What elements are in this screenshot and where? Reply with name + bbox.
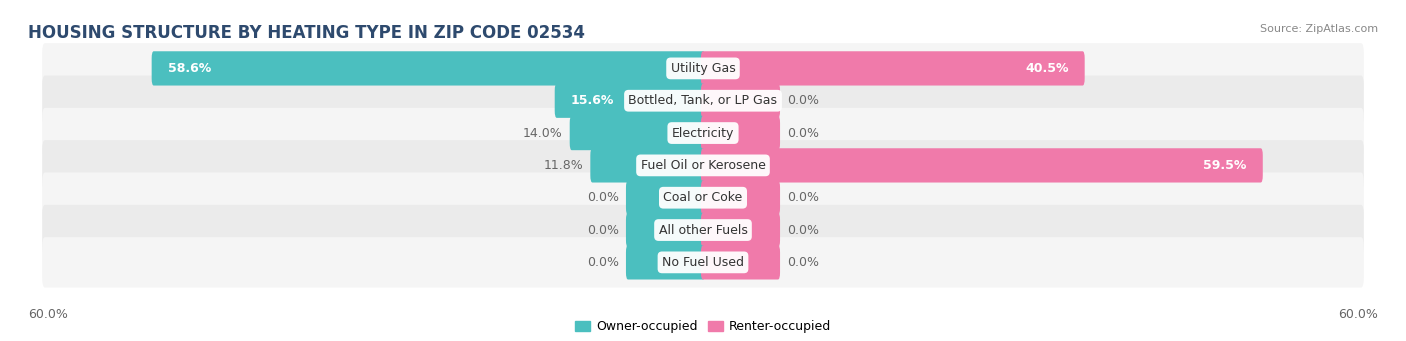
Text: Source: ZipAtlas.com: Source: ZipAtlas.com bbox=[1260, 24, 1378, 34]
FancyBboxPatch shape bbox=[555, 84, 704, 118]
Text: 14.0%: 14.0% bbox=[523, 127, 562, 139]
FancyBboxPatch shape bbox=[702, 181, 780, 215]
FancyBboxPatch shape bbox=[702, 116, 780, 150]
FancyBboxPatch shape bbox=[569, 116, 704, 150]
Text: Utility Gas: Utility Gas bbox=[671, 62, 735, 75]
FancyBboxPatch shape bbox=[626, 181, 704, 215]
Text: 0.0%: 0.0% bbox=[586, 224, 619, 237]
FancyBboxPatch shape bbox=[42, 75, 1364, 126]
Text: 0.0%: 0.0% bbox=[586, 191, 619, 204]
Text: 40.5%: 40.5% bbox=[1025, 62, 1069, 75]
FancyBboxPatch shape bbox=[626, 245, 704, 280]
Text: 58.6%: 58.6% bbox=[167, 62, 211, 75]
FancyBboxPatch shape bbox=[702, 213, 780, 247]
Legend: Owner-occupied, Renter-occupied: Owner-occupied, Renter-occupied bbox=[569, 315, 837, 338]
FancyBboxPatch shape bbox=[42, 173, 1364, 223]
Text: All other Fuels: All other Fuels bbox=[658, 224, 748, 237]
FancyBboxPatch shape bbox=[42, 205, 1364, 255]
FancyBboxPatch shape bbox=[42, 237, 1364, 287]
Text: Electricity: Electricity bbox=[672, 127, 734, 139]
FancyBboxPatch shape bbox=[591, 148, 704, 182]
Text: 59.5%: 59.5% bbox=[1204, 159, 1247, 172]
FancyBboxPatch shape bbox=[42, 43, 1364, 94]
Text: 60.0%: 60.0% bbox=[28, 308, 67, 321]
Text: Coal or Coke: Coal or Coke bbox=[664, 191, 742, 204]
Text: 0.0%: 0.0% bbox=[787, 191, 820, 204]
Text: 11.8%: 11.8% bbox=[543, 159, 583, 172]
FancyBboxPatch shape bbox=[702, 51, 1084, 86]
FancyBboxPatch shape bbox=[702, 148, 1263, 182]
FancyBboxPatch shape bbox=[626, 213, 704, 247]
Text: 15.6%: 15.6% bbox=[571, 94, 614, 107]
Text: Fuel Oil or Kerosene: Fuel Oil or Kerosene bbox=[641, 159, 765, 172]
Text: 0.0%: 0.0% bbox=[787, 127, 820, 139]
FancyBboxPatch shape bbox=[702, 245, 780, 280]
Text: No Fuel Used: No Fuel Used bbox=[662, 256, 744, 269]
Text: 0.0%: 0.0% bbox=[787, 94, 820, 107]
Text: 0.0%: 0.0% bbox=[787, 224, 820, 237]
Text: 60.0%: 60.0% bbox=[1339, 308, 1378, 321]
Text: 0.0%: 0.0% bbox=[787, 256, 820, 269]
Text: Bottled, Tank, or LP Gas: Bottled, Tank, or LP Gas bbox=[628, 94, 778, 107]
FancyBboxPatch shape bbox=[42, 140, 1364, 191]
FancyBboxPatch shape bbox=[152, 51, 704, 86]
FancyBboxPatch shape bbox=[42, 108, 1364, 158]
Text: 0.0%: 0.0% bbox=[586, 256, 619, 269]
FancyBboxPatch shape bbox=[702, 84, 780, 118]
Text: HOUSING STRUCTURE BY HEATING TYPE IN ZIP CODE 02534: HOUSING STRUCTURE BY HEATING TYPE IN ZIP… bbox=[28, 24, 585, 42]
